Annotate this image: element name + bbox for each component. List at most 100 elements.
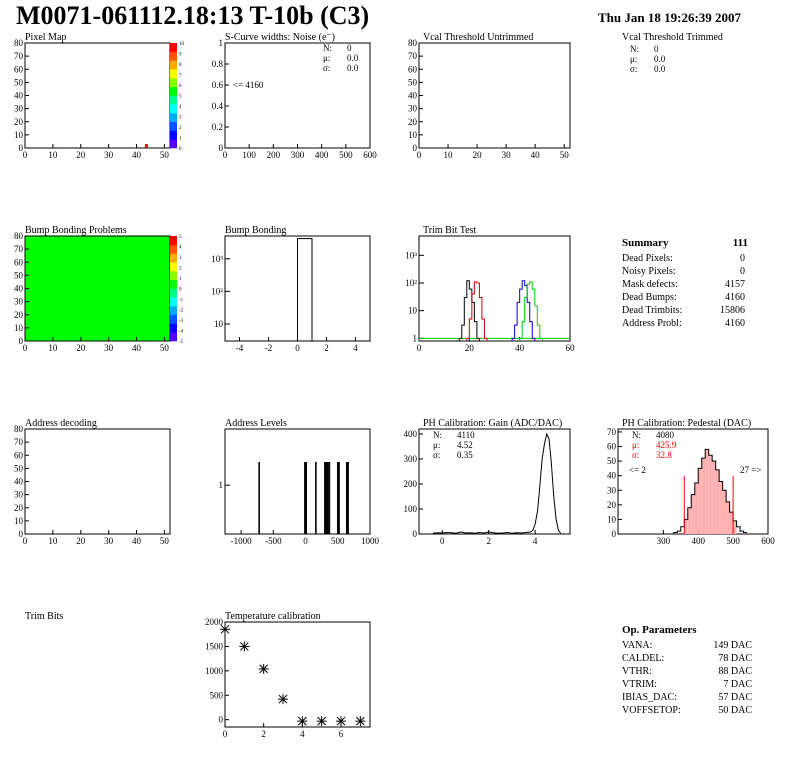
- stats-label: σ:: [433, 450, 440, 460]
- plot-frame: [24, 42, 171, 149]
- y-tick-label: 20: [14, 310, 24, 320]
- plot-title: Temperature calibration: [225, 611, 321, 622]
- palette-tick-label: -3: [179, 319, 184, 324]
- op-param-label: VTHR:: [622, 666, 652, 677]
- y-tick-label: 0.2: [212, 122, 223, 132]
- stats-label: N:: [433, 430, 442, 440]
- x-tick-label: 4: [533, 536, 538, 546]
- x-tick-label: 0: [23, 536, 28, 546]
- y-tick-label: 1500: [205, 641, 224, 651]
- stats-label: N:: [323, 43, 332, 53]
- stats-label: μ:: [632, 440, 639, 450]
- y-tick-label: 80: [408, 38, 418, 48]
- pedestal-bar: [708, 455, 713, 534]
- palette-cell: [170, 314, 177, 324]
- y-tick-label: 0: [413, 529, 418, 539]
- stats-label: N:: [632, 430, 641, 440]
- summary-total: 111: [733, 237, 748, 249]
- y-tick-label: 100: [404, 504, 418, 514]
- pedestal-bar: [684, 519, 688, 534]
- palette-cell: [170, 69, 177, 79]
- op-param-value: 7 DAC: [723, 679, 752, 690]
- y-tick-label: 200: [404, 479, 418, 489]
- palette-tick-label: 10: [179, 42, 185, 47]
- summary-row-label: Noisy Pixels:: [622, 266, 676, 277]
- op-param-value: 50 DAC: [718, 705, 752, 716]
- plot-title: Bump Bonding: [225, 225, 286, 236]
- y-tick-label: 70: [408, 51, 418, 61]
- plot-frame: [418, 428, 571, 535]
- y-tick-label: 70: [14, 51, 24, 61]
- palette-tick-label: -4: [179, 330, 184, 335]
- palette-cell: [170, 332, 177, 342]
- y-tick-label: 400: [404, 429, 418, 439]
- palette-cell: [170, 323, 177, 333]
- x-tick-label: 6: [339, 729, 344, 739]
- y-tick-label: 20: [408, 117, 418, 127]
- stats-label: μ:: [630, 54, 637, 64]
- x-tick-label: 0: [23, 150, 28, 160]
- stats-value: 0.0: [347, 63, 359, 73]
- temperature-point: [336, 716, 346, 727]
- y-tick-label: 60: [14, 450, 24, 460]
- palette-tick-label: 6: [179, 84, 182, 89]
- palette-cell: [170, 271, 177, 281]
- x-tick-label: -4: [236, 343, 244, 353]
- y-tick-label: 80: [14, 38, 24, 48]
- pedestal-bar: [722, 490, 727, 534]
- stats-label: μ:: [433, 440, 440, 450]
- palette-tick-label: 5: [179, 95, 182, 100]
- x-tick-label: 1000: [361, 536, 380, 546]
- palette-cell: [170, 130, 177, 140]
- op-param-label: VANA:: [622, 640, 652, 651]
- summary-row-value: 15806: [720, 305, 745, 316]
- pedestal-bar: [715, 469, 720, 534]
- marker-stroke: [259, 664, 269, 674]
- y-tick-label: 10: [14, 323, 24, 333]
- y-tick-label: 1: [219, 38, 224, 48]
- underflow-label: <= 4160: [233, 80, 264, 90]
- palette-tick-label: 5: [179, 235, 182, 240]
- y-tick-label: 10²: [405, 278, 417, 288]
- x-tick-label: 10: [48, 343, 58, 353]
- y-tick-label: 30: [14, 104, 24, 114]
- summary-row-label: Dead Bumps:: [622, 292, 677, 303]
- temperature-point: [316, 716, 327, 727]
- plot-title: Trim Bit Test: [423, 225, 476, 236]
- y-tick-label: 80: [14, 231, 24, 241]
- report-date: Thu Jan 18 19:26:39 2007: [598, 10, 742, 25]
- y-tick-label: 20: [14, 117, 24, 127]
- x-tick-label: 0: [440, 536, 445, 546]
- x-tick-label: 30: [104, 150, 114, 160]
- pedestal-bar: [719, 481, 723, 534]
- y-tick-label: 30: [607, 485, 617, 495]
- y-tick-label: 40: [14, 284, 24, 294]
- palette-cell: [170, 244, 177, 254]
- y-tick-label: 30: [14, 490, 24, 500]
- plot-title: Address decoding: [25, 418, 97, 429]
- op-param-value: 88 DAC: [718, 666, 752, 677]
- palette-tick-label: 3: [179, 116, 182, 121]
- op-param-label: VTRIM:: [622, 679, 657, 690]
- stats-value: 425.9: [656, 440, 677, 450]
- y-tick-label: 2000: [205, 617, 224, 627]
- underflow-label: <= 2: [629, 465, 646, 475]
- y-tick-label: 40: [14, 91, 24, 101]
- x-tick-label: 20: [76, 343, 86, 353]
- temperature-point: [220, 624, 230, 635]
- x-tick-label: 50: [160, 536, 170, 546]
- op-param-value: 57 DAC: [718, 692, 752, 703]
- palette-cell: [170, 86, 177, 96]
- palette-tick-label: -1: [179, 298, 184, 303]
- pedestal-bar: [698, 468, 702, 534]
- x-tick-label: 30: [104, 343, 114, 353]
- x-tick-label: -1000: [231, 536, 252, 546]
- x-tick-label: 0: [223, 150, 228, 160]
- x-tick-label: 4: [300, 729, 305, 739]
- y-tick-label: 60: [607, 442, 617, 452]
- gain-distribution: [432, 432, 562, 534]
- y-tick-label: 70: [14, 244, 24, 254]
- x-tick-label: 300: [657, 536, 671, 546]
- stats-label: σ:: [323, 63, 330, 73]
- y-tick-label: 500: [210, 690, 224, 700]
